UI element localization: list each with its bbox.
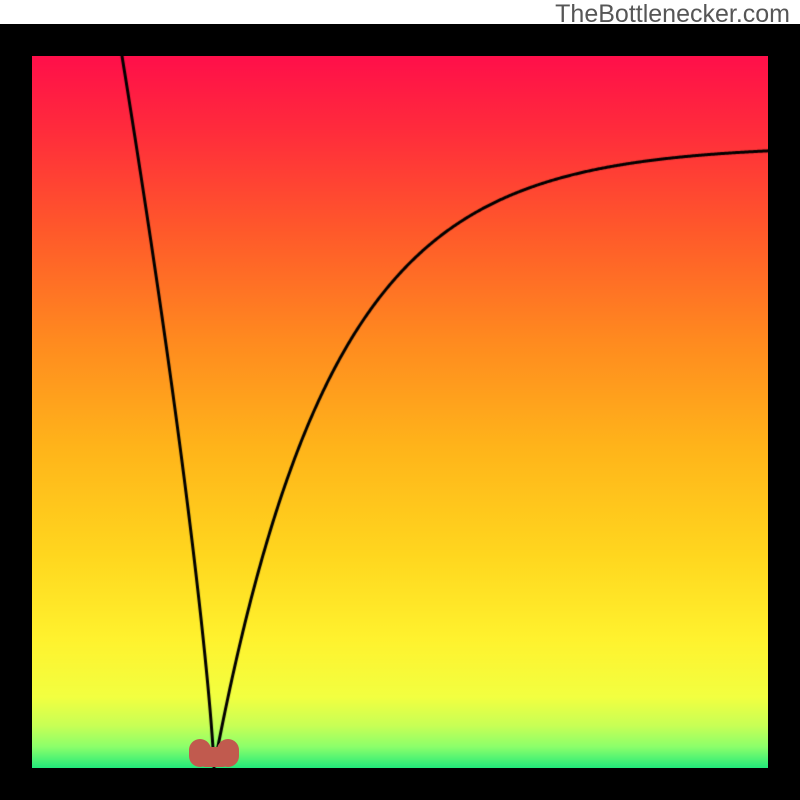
marker-u-base [196,747,233,767]
bottleneck-marker [189,739,239,767]
chart-frame [0,24,800,800]
marker-u-shape [189,739,239,767]
stage: TheBottlenecker.com [0,0,800,800]
bottleneck-curve [32,56,768,768]
